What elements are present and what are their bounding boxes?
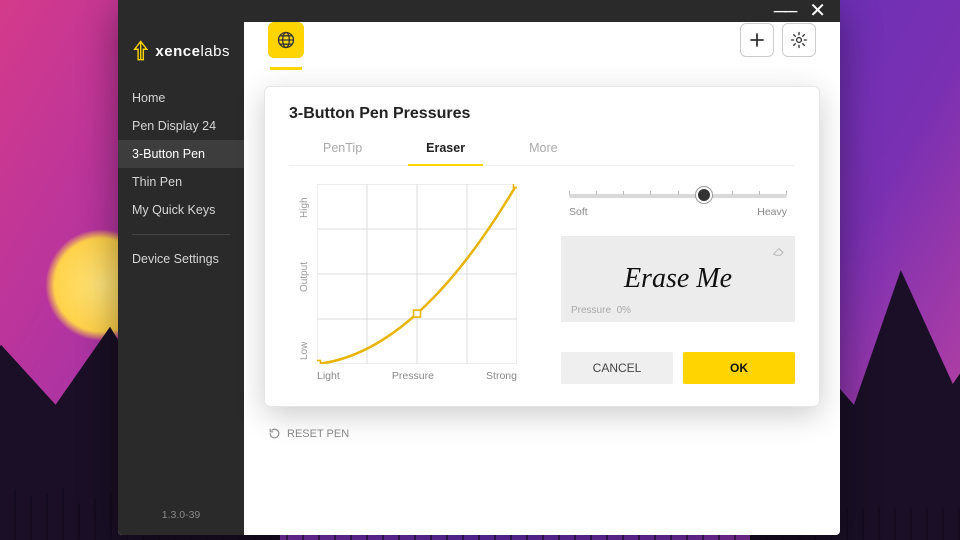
toolbar: [244, 22, 840, 68]
slider-knob[interactable]: [696, 187, 712, 203]
x-label-light: Light: [317, 370, 340, 382]
tab-more[interactable]: More: [525, 133, 561, 165]
x-label-pressure: Pressure: [392, 370, 434, 382]
gear-icon: [790, 31, 808, 49]
y-label-output: Output: [299, 262, 310, 292]
reset-pen-button[interactable]: RESET PEN: [268, 427, 840, 440]
plus-icon: [749, 32, 765, 48]
pressure-readout: Pressure 0%: [571, 305, 631, 316]
nav-item-home[interactable]: Home: [118, 84, 244, 112]
tab-pentip[interactable]: PenTip: [319, 133, 366, 165]
logo-icon: [132, 40, 149, 62]
slider-label-soft: Soft: [569, 206, 588, 218]
y-label-high: High: [299, 197, 310, 218]
profile-globe-button[interactable]: [268, 22, 304, 58]
erase-test-area[interactable]: Erase Me Pressure 0%: [561, 236, 795, 322]
brand-logo: xencelabs: [118, 22, 244, 84]
eraser-icon: [771, 242, 787, 263]
ok-button[interactable]: OK: [683, 352, 795, 384]
tab-eraser[interactable]: Eraser: [422, 133, 469, 165]
erase-text: Erase Me: [624, 263, 732, 295]
curve-svg[interactable]: [317, 184, 517, 364]
y-label-low: Low: [299, 342, 310, 360]
reset-icon: [268, 427, 281, 440]
add-button[interactable]: [740, 23, 774, 57]
x-label-strong: Strong: [486, 370, 517, 382]
nav-item-quick-keys[interactable]: My Quick Keys: [118, 196, 244, 224]
dialog-tabs: PenTip Eraser More: [289, 133, 795, 166]
reset-label: RESET PEN: [287, 428, 349, 440]
pressure-dialog: 3-Button Pen Pressures PenTip Eraser Mor…: [264, 86, 820, 407]
cancel-button[interactable]: CANCEL: [561, 352, 673, 384]
dialog-title: 3-Button Pen Pressures: [289, 105, 795, 123]
brand-name: xencelabs: [155, 43, 230, 60]
slider-label-heavy: Heavy: [757, 206, 787, 218]
nav-item-pen-display[interactable]: Pen Display 24: [118, 112, 244, 140]
nav-item-thin-pen[interactable]: Thin Pen: [118, 168, 244, 196]
firmness-slider[interactable]: [569, 194, 787, 198]
main-panel: 3-Button Pen Pressures PenTip Eraser Mor…: [244, 0, 840, 535]
settings-button[interactable]: [782, 23, 816, 57]
nav-separator: [132, 234, 230, 235]
version-label: 1.3.0-39: [118, 495, 244, 535]
nav-list: Home Pen Display 24 3-Button Pen Thin Pe…: [118, 84, 244, 224]
nav-item-device-settings[interactable]: Device Settings: [118, 245, 244, 273]
app-window: ── ✕ xencelabs Home Pen Display 24 3-But…: [118, 0, 840, 535]
globe-icon: [276, 30, 296, 50]
pressure-curve-chart: High Output Low Light Pressure Strong: [289, 184, 539, 384]
nav-item-3button-pen[interactable]: 3-Button Pen: [118, 140, 244, 168]
sidebar: xencelabs Home Pen Display 24 3-Button P…: [118, 0, 244, 535]
